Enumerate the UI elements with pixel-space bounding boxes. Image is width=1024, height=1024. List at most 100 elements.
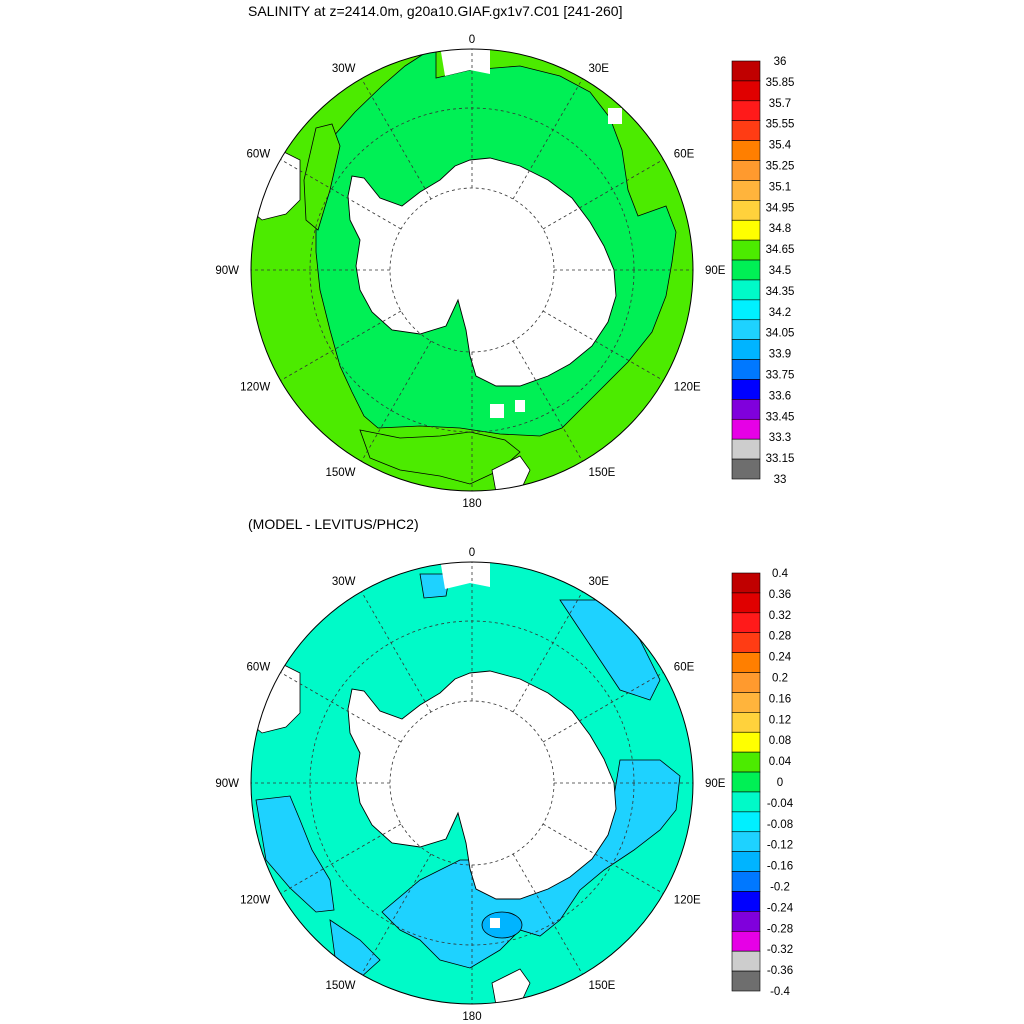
longitude-label: 150W — [325, 980, 355, 992]
colorbar-tick-label: -0.12 — [767, 840, 793, 852]
longitude-label: 30E — [589, 576, 610, 588]
colorbar-swatch — [731, 592, 761, 614]
meridian-line — [542, 672, 664, 743]
longitude-label: 0 — [469, 34, 475, 46]
longitude-label: 60E — [674, 662, 695, 674]
longitude-label: 60W — [247, 149, 271, 161]
colorbar-swatch — [731, 359, 761, 380]
longitude-label: 120W — [240, 895, 270, 907]
longitude-label: 60E — [674, 149, 695, 161]
top-africa-tip-land — [440, 49, 490, 76]
colorbar-tick-label: 34.2 — [769, 307, 791, 319]
colorbar-swatch — [731, 871, 761, 892]
colorbar-swatch — [731, 950, 761, 972]
colorbar-swatch — [731, 970, 761, 992]
colorbar-tick-label: -0.08 — [767, 819, 793, 831]
bottom-island-in-patch — [490, 918, 500, 928]
colorbar-swatch — [731, 731, 761, 753]
colorbar-tick-label: 35.4 — [769, 140, 792, 152]
colorbar-swatch — [731, 458, 761, 480]
top-nz-land — [491, 455, 531, 491]
colorbar-swatch — [731, 911, 761, 932]
bottom-difference-map: 0 30E 60E 90E 120E 150E 180 150W 120W 90W 60W 30W — [215, 547, 725, 1023]
longitude-label: 30W — [332, 576, 356, 588]
longitude-label: 180 — [462, 498, 481, 510]
colorbar-tick-label: -0.2 — [770, 882, 790, 894]
meridian-line — [361, 853, 432, 975]
colorbar-tick-label: -0.32 — [767, 944, 793, 956]
colorbar-swatch — [731, 891, 761, 912]
longitude-label: 120E — [674, 382, 701, 394]
meridian-line — [361, 340, 432, 462]
colorbar-tick-label: 33 — [774, 474, 787, 486]
bottom-map-frame — [250, 561, 694, 1005]
colorbar-swatch — [731, 140, 761, 161]
longitude-label: 150E — [589, 980, 616, 992]
colorbar-tick-label: -0.4 — [770, 986, 790, 998]
meridian-line — [361, 591, 432, 713]
longitude-label: 90E — [705, 778, 726, 790]
top-map-frame — [250, 48, 694, 492]
colorbar-tick-label: -0.16 — [767, 861, 793, 873]
bottom-colorbar: 0.4 0.36 0.32 0.28 0.24 0.2 0.16 0.12 0.08 0.04 0 -… — [731, 568, 794, 998]
colorbar-tick-label: 0.2 — [772, 673, 788, 685]
longitude-label: 30W — [332, 63, 356, 75]
longitude-label: 30E — [589, 63, 610, 75]
colorbar-tick-label: 33.3 — [769, 432, 791, 444]
colorbar-swatch — [731, 60, 761, 82]
bottom-map-title: (MODEL - LEVITUS/PHC2) — [248, 516, 419, 532]
bottom-africa-tip-land — [440, 562, 490, 589]
top-island-east — [608, 108, 622, 124]
colorbar-tick-label: -0.24 — [767, 902, 794, 914]
colorbar-swatch — [731, 418, 761, 440]
top-longitude-labels: 0 30E 60E 90E 120E 150E 180 150W 120W 90W 60W 30W — [215, 34, 725, 510]
colorbar-tick-label: 34.65 — [766, 244, 795, 256]
meridian-line — [361, 78, 432, 200]
meridian-line — [542, 159, 664, 230]
colorbar-tick-label: 35.25 — [766, 161, 795, 173]
colorbar-swatch — [731, 930, 761, 952]
colorbar-tick-label: -0.04 — [767, 798, 794, 810]
colorbar-swatch — [731, 791, 761, 813]
colorbar-swatch — [731, 339, 761, 360]
colorbar-tick-label: 34.95 — [766, 202, 795, 214]
colorbar-tick-label: 0.24 — [769, 652, 792, 664]
colorbar-tick-label: 33.6 — [769, 390, 791, 402]
bottom-longitude-labels: 0 30E 60E 90E 120E 150E 180 150W 120W 90W 60W 30W — [215, 547, 725, 1023]
colorbar-swatch — [731, 851, 761, 872]
colorbar-tick-label: 0.4 — [772, 568, 789, 580]
colorbar-swatch — [731, 751, 761, 773]
meridian-line — [512, 591, 583, 713]
colorbar-swatch — [731, 692, 761, 713]
colorbar-swatch — [731, 259, 761, 281]
longitude-label: 150E — [589, 467, 616, 479]
bottom-patch-negative-min — [481, 911, 523, 939]
colorbar-swatch — [731, 399, 761, 420]
longitude-label: 0 — [469, 547, 475, 559]
bottom-patch-west — [255, 795, 335, 913]
colorbar-swatch — [731, 200, 761, 221]
top-western-strip — [303, 123, 341, 231]
colorbar-tick-label: 0 — [777, 777, 783, 789]
colorbar-tick-label: 0.08 — [769, 735, 791, 747]
longitude-label: 120E — [674, 895, 701, 907]
bottom-antarctica-landmass — [347, 670, 617, 900]
colorbar-tick-label: 0.04 — [769, 756, 792, 768]
top-map-title: SALINITY at z=2414.0m, g20a10.GIAF.gx1v7… — [248, 3, 622, 19]
colorbar-swatch — [731, 100, 761, 122]
colorbar-tick-label: 36 — [774, 56, 787, 68]
colorbar-swatch — [731, 219, 761, 241]
colorbar-swatch — [731, 572, 761, 594]
longitude-label: 90W — [215, 265, 239, 277]
colorbar-swatch — [731, 180, 761, 201]
colorbar-tick-label: 33.15 — [766, 453, 795, 465]
colorbar-tick-label: 35.1 — [769, 181, 791, 193]
colorbar-tick-label: 34.35 — [766, 286, 795, 298]
colorbar-tick-label: -0.28 — [767, 923, 793, 935]
colorbar-swatch — [731, 120, 761, 141]
colorbar-swatch — [731, 438, 761, 460]
colorbar-swatch — [731, 612, 761, 634]
meridian-line — [542, 823, 664, 894]
colorbar-tick-label: 34.8 — [769, 223, 791, 235]
